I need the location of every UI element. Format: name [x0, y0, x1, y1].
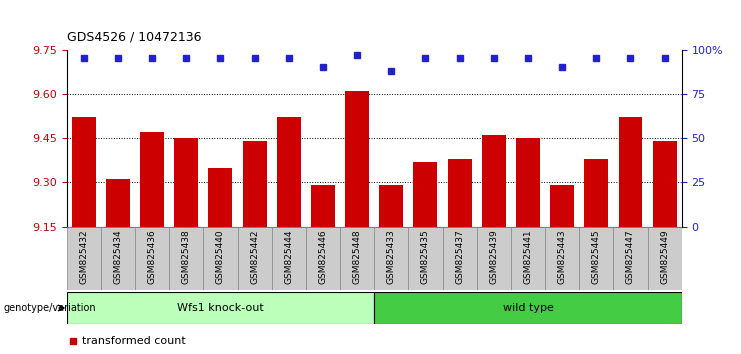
Text: transformed count: transformed count [82, 336, 186, 346]
Bar [67, 227, 101, 290]
Text: Wfs1 knock-out: Wfs1 knock-out [177, 303, 264, 313]
Bar [169, 227, 203, 290]
Text: GSM825438: GSM825438 [182, 230, 190, 285]
Bar [482, 135, 506, 227]
Text: GSM825437: GSM825437 [455, 230, 464, 285]
Text: GDS4526 / 10472136: GDS4526 / 10472136 [67, 30, 202, 44]
Bar [272, 227, 306, 290]
Bar [619, 118, 642, 227]
Bar [408, 227, 442, 290]
Bar [653, 141, 677, 227]
Text: genotype/variation: genotype/variation [4, 303, 96, 313]
Bar [242, 141, 267, 227]
Text: GSM825436: GSM825436 [147, 230, 156, 285]
Bar [614, 227, 648, 290]
Text: GSM825444: GSM825444 [285, 230, 293, 284]
Bar [545, 227, 579, 290]
Text: GSM825432: GSM825432 [79, 230, 88, 284]
Bar [585, 159, 608, 227]
Bar [277, 118, 301, 227]
Text: GSM825445: GSM825445 [592, 230, 601, 284]
Bar [101, 227, 135, 290]
Text: wild type: wild type [502, 303, 554, 313]
Text: GSM825442: GSM825442 [250, 230, 259, 284]
Text: GSM825449: GSM825449 [660, 230, 669, 284]
Text: GSM825439: GSM825439 [489, 230, 498, 285]
Bar [345, 91, 369, 227]
Bar [72, 118, 96, 227]
Bar [442, 227, 476, 290]
Bar [203, 227, 238, 290]
Text: GSM825434: GSM825434 [113, 230, 122, 284]
Bar [208, 167, 233, 227]
Bar [374, 292, 682, 324]
Bar [238, 227, 272, 290]
Bar [550, 185, 574, 227]
Text: GSM825440: GSM825440 [216, 230, 225, 284]
Bar [306, 227, 340, 290]
Bar [67, 292, 374, 324]
Bar [106, 179, 130, 227]
Bar [579, 227, 614, 290]
Text: GSM825447: GSM825447 [626, 230, 635, 284]
Text: GSM825441: GSM825441 [523, 230, 533, 284]
Bar [413, 162, 437, 227]
Bar [140, 132, 164, 227]
Bar [340, 227, 374, 290]
Text: GSM825435: GSM825435 [421, 230, 430, 285]
Text: GSM825433: GSM825433 [387, 230, 396, 285]
Bar [511, 227, 545, 290]
Bar [476, 227, 511, 290]
Bar [311, 185, 335, 227]
Bar [379, 185, 403, 227]
Bar [448, 159, 471, 227]
Bar [648, 227, 682, 290]
Bar [135, 227, 169, 290]
Bar [174, 138, 199, 227]
Text: GSM825446: GSM825446 [319, 230, 328, 284]
Bar [516, 138, 540, 227]
Text: GSM825448: GSM825448 [353, 230, 362, 284]
Bar [374, 227, 408, 290]
Text: GSM825443: GSM825443 [558, 230, 567, 284]
